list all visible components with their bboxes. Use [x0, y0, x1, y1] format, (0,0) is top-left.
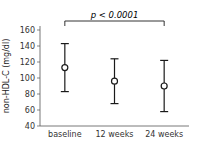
- y-tick-label: 160: [20, 26, 35, 35]
- x-axis: [40, 126, 189, 127]
- chart: 40 60 80 100 120 140 160 baseline 12 weeks 24 wee…: [0, 0, 197, 144]
- y-tick: [37, 30, 40, 31]
- y-tick-label: 120: [20, 58, 35, 67]
- error-bar: [160, 60, 168, 111]
- y-tick: [37, 62, 40, 63]
- error-bar-cap: [111, 58, 119, 59]
- error-bar-cap: [160, 111, 168, 112]
- y-tick-label: 40: [25, 122, 35, 131]
- point: [112, 78, 118, 84]
- error-bar-cap: [160, 60, 168, 61]
- y-tick-label: 80: [25, 90, 35, 99]
- point: [161, 83, 167, 89]
- error-bar: [61, 44, 69, 92]
- y-axis: [40, 26, 41, 126]
- error-bar-cap: [61, 43, 69, 44]
- chart-container: 40 60 80 100 120 140 160 baseline 12 weeks 24 wee…: [0, 0, 197, 144]
- y-tick: [37, 94, 40, 95]
- y-axis-label: non-HDL-C (mg/dl): [2, 39, 11, 114]
- point: [62, 65, 68, 71]
- significance-bracket: [65, 21, 164, 26]
- error-bar-cap: [111, 103, 119, 104]
- p-value: p < 0.0001: [90, 10, 139, 20]
- error-bar-cap: [61, 91, 69, 92]
- x-tick-label: 24 weeks: [145, 130, 183, 139]
- y-tick-label: 60: [25, 106, 35, 115]
- y-tick: [37, 126, 40, 127]
- y-tick: [37, 78, 40, 79]
- x-tick-label: 12 weeks: [96, 130, 134, 139]
- x-tick-label: baseline: [48, 130, 82, 139]
- y-tick-label: 100: [20, 74, 35, 83]
- y-tick-label: 140: [20, 42, 35, 51]
- y-tick: [37, 110, 40, 111]
- y-tick: [37, 46, 40, 47]
- marks: [61, 44, 168, 112]
- error-bar: [111, 59, 119, 104]
